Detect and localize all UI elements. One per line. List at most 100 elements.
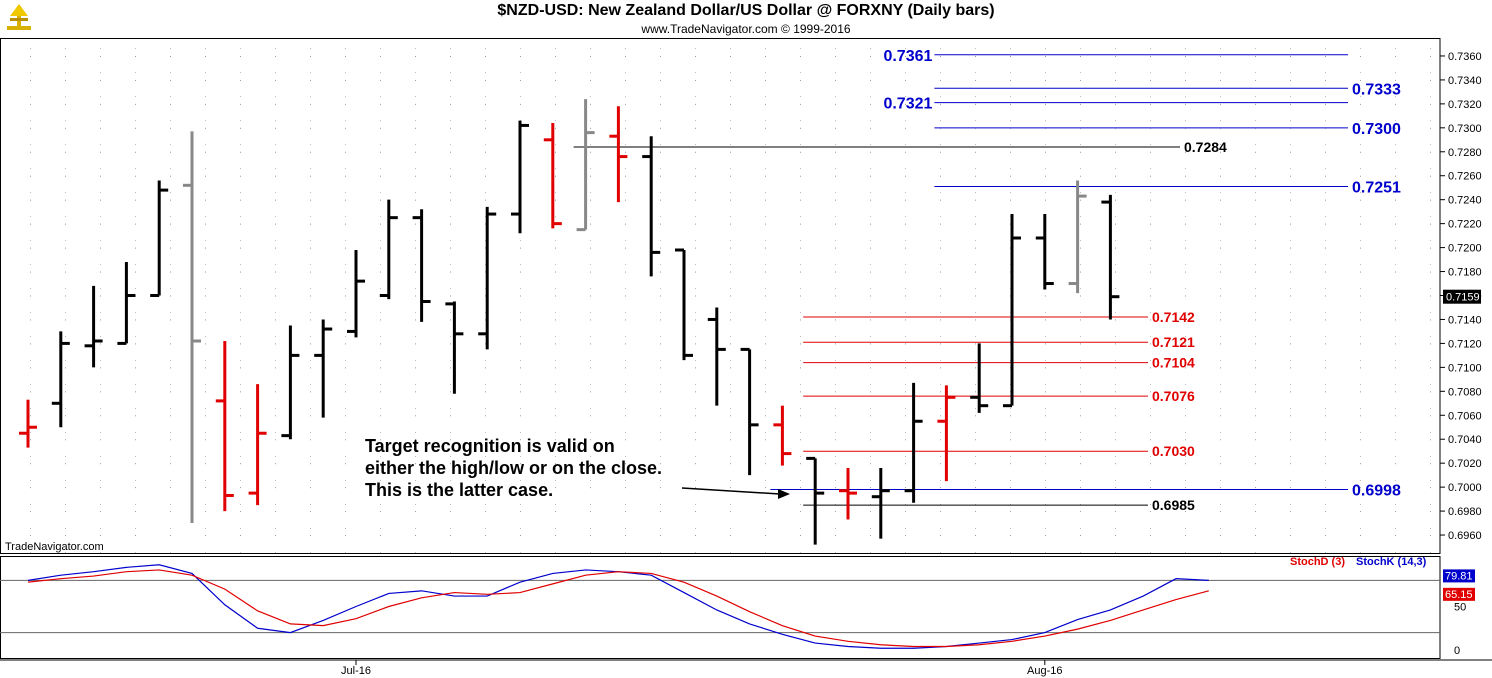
- grid-dot: [730, 151, 731, 153]
- grid-dot: [345, 127, 346, 129]
- grid-dot: [1220, 55, 1221, 57]
- grid-dot: [520, 72, 521, 73]
- grid-dot: [1255, 199, 1256, 201]
- grid-dot: [555, 480, 556, 481]
- grid-dot: [1080, 288, 1081, 289]
- grid-dot: [1080, 79, 1081, 81]
- grid-dot: [135, 456, 136, 457]
- grid-dot: [1080, 480, 1081, 481]
- grid-dot: [170, 415, 171, 417]
- grid-dot: [695, 360, 696, 361]
- grid-dot: [65, 391, 66, 393]
- grid-dot: [1010, 79, 1011, 81]
- grid-dot: [1325, 456, 1326, 457]
- grid-dot: [905, 223, 906, 225]
- grid-dot: [870, 192, 871, 193]
- ohlc-bar: [215, 341, 234, 512]
- grid-dot: [555, 216, 556, 217]
- grid-dot: [695, 312, 696, 313]
- grid-dot: [1115, 223, 1116, 225]
- grid-dot: [695, 391, 696, 393]
- grid-dot: [905, 240, 906, 241]
- grid-dot: [1150, 456, 1151, 457]
- grid-dot: [450, 384, 451, 385]
- grid-dot: [485, 432, 486, 433]
- grid-dot: [135, 288, 136, 289]
- grid-dot: [1290, 384, 1291, 385]
- grid-dot: [800, 192, 801, 193]
- grid-dot: [275, 288, 276, 289]
- grid-dot: [240, 528, 241, 529]
- grid-dot: [905, 336, 906, 337]
- grid-dot: [310, 199, 311, 201]
- grid-dot: [485, 463, 486, 465]
- grid-dot: [905, 391, 906, 393]
- grid-dot: [1150, 96, 1151, 97]
- grid-dot: [345, 432, 346, 433]
- y-tick-label: 0.7260: [1448, 171, 1482, 183]
- grid-dot: [1150, 319, 1151, 321]
- grid-dot: [800, 439, 801, 441]
- grid-dot: [695, 96, 696, 97]
- grid-dot: [625, 168, 626, 169]
- grid-dot: [205, 223, 206, 225]
- grid-dot: [1150, 487, 1151, 489]
- grid-dot: [1185, 343, 1186, 345]
- grid-dot: [870, 487, 871, 489]
- grid-dot: [1045, 415, 1046, 417]
- grid-dot: [415, 504, 416, 505]
- grid-dot: [345, 480, 346, 481]
- grid-dot: [275, 463, 276, 465]
- grid-dot: [1360, 127, 1361, 129]
- grid-dot: [135, 408, 136, 409]
- grid-dot: [1360, 504, 1361, 505]
- grid-dot: [975, 384, 976, 385]
- grid-dot: [730, 55, 731, 57]
- grid-dot: [415, 384, 416, 385]
- grid-dot: [1150, 216, 1151, 217]
- grid-dot: [1150, 72, 1151, 73]
- grid-dot: [1290, 168, 1291, 169]
- grid-dot: [100, 384, 101, 385]
- grid-dot: [345, 151, 346, 153]
- grid-dot: [1220, 432, 1221, 433]
- grid-dot: [1430, 72, 1431, 73]
- grid-dot: [205, 168, 206, 169]
- grid-dot: [30, 432, 31, 433]
- grid-dot: [1185, 199, 1186, 201]
- grid-dot: [1430, 312, 1431, 313]
- grid-dot: [905, 432, 906, 433]
- grid-dot: [415, 367, 416, 369]
- grid-dot: [625, 535, 626, 537]
- grid-dot: [205, 144, 206, 145]
- grid-dot: [520, 271, 521, 273]
- y-tick-label: 0.7080: [1448, 386, 1482, 398]
- grid-dot: [975, 343, 976, 345]
- grid-dot: [1255, 528, 1256, 529]
- grid-dot: [205, 480, 206, 481]
- grid-dot: [1430, 295, 1431, 297]
- grid-dot: [555, 247, 556, 249]
- grid-dot: [625, 96, 626, 97]
- grid-dot: [1185, 367, 1186, 369]
- grid-dot: [940, 463, 941, 465]
- grid-dot: [1010, 552, 1011, 553]
- grid-dot: [240, 144, 241, 145]
- grid-dot: [975, 312, 976, 313]
- grid-dot: [380, 223, 381, 225]
- grid-dot: [170, 199, 171, 201]
- grid-dot: [590, 391, 591, 393]
- grid-dot: [555, 487, 556, 489]
- grid-dot: [905, 456, 906, 457]
- grid-dot: [625, 223, 626, 225]
- grid-dot: [30, 79, 31, 81]
- grid-dot: [380, 463, 381, 465]
- grid-dot: [380, 151, 381, 153]
- grid-dot: [380, 55, 381, 57]
- grid-dot: [415, 480, 416, 481]
- grid-dot: [170, 511, 171, 513]
- grid-dot: [765, 295, 766, 297]
- grid-dot: [1010, 456, 1011, 457]
- grid-dot: [1255, 367, 1256, 369]
